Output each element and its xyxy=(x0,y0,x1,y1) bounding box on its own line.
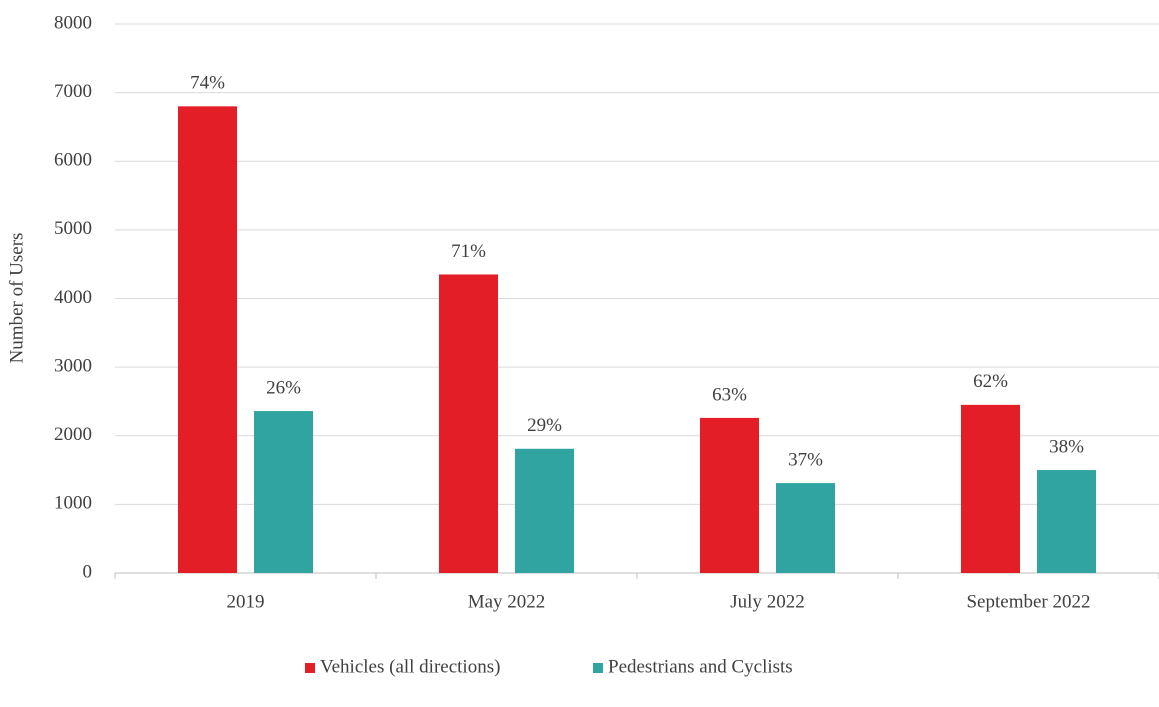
bar xyxy=(776,483,835,573)
data-label: 38% xyxy=(1049,436,1084,457)
x-tick-label: September 2022 xyxy=(966,591,1090,612)
y-tick-label: 2000 xyxy=(54,424,92,445)
data-label: 26% xyxy=(266,377,301,398)
y-tick-label: 6000 xyxy=(54,150,92,171)
legend-label: Vehicles (all directions) xyxy=(320,656,500,677)
data-label: 62% xyxy=(973,371,1008,392)
data-label: 74% xyxy=(190,73,225,94)
x-tick-label: 2019 xyxy=(227,591,265,612)
data-label: 29% xyxy=(527,415,562,436)
data-label: 71% xyxy=(451,241,486,262)
bar xyxy=(178,106,237,573)
data-label: 37% xyxy=(788,449,823,470)
bar xyxy=(700,417,759,573)
y-tick-label: 1000 xyxy=(54,493,92,514)
bar xyxy=(254,411,313,573)
y-tick-label: 8000 xyxy=(54,12,92,33)
y-tick-label: 4000 xyxy=(54,287,92,308)
y-tick-label: 0 xyxy=(83,561,93,582)
bar xyxy=(1037,470,1096,573)
y-axis-label: Number of Users xyxy=(6,233,27,364)
y-tick-label: 5000 xyxy=(54,218,92,239)
bar xyxy=(439,274,498,573)
bar xyxy=(515,448,574,573)
x-tick-label: July 2022 xyxy=(730,591,804,612)
x-tick-label: May 2022 xyxy=(468,591,546,612)
y-tick-label: 3000 xyxy=(54,355,92,376)
bar xyxy=(961,404,1020,573)
legend-swatch xyxy=(593,663,603,673)
legend-swatch xyxy=(305,663,315,673)
y-tick-label: 7000 xyxy=(54,81,92,102)
data-label: 63% xyxy=(712,384,747,405)
legend-label: Pedestrians and Cyclists xyxy=(608,656,793,677)
